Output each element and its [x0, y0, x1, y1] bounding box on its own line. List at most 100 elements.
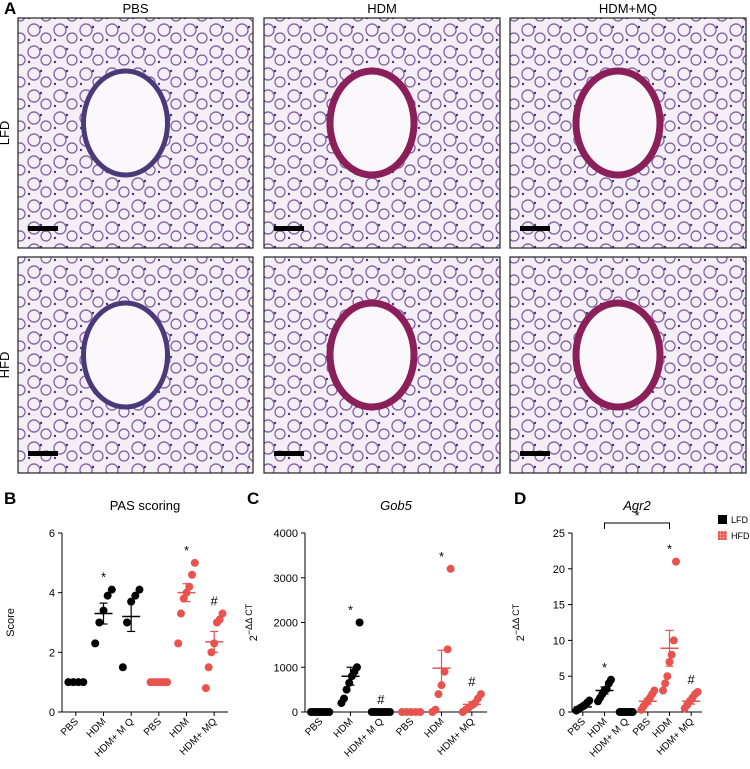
y-tick-label: 25: [553, 528, 565, 540]
panel-label: D: [514, 489, 526, 508]
data-point: [669, 636, 678, 645]
data-point: [107, 585, 116, 594]
y-axis-label: 2−ΔΔ CT: [244, 603, 260, 641]
data-point: [355, 618, 364, 627]
row-label: HFD: [0, 352, 12, 379]
chart-title: Agr2: [622, 498, 651, 513]
data-point: [95, 618, 104, 627]
data-point: [440, 667, 449, 676]
data-point: [434, 690, 443, 699]
data-point: [103, 591, 112, 600]
data-point: [188, 570, 197, 579]
airway: [326, 67, 418, 179]
y-axis-label-exponent: −ΔΔ CT: [244, 603, 254, 635]
annotation: *: [184, 543, 189, 558]
x-tick-label: PBS: [631, 716, 653, 738]
annotation: #: [211, 594, 219, 609]
airway: [326, 299, 418, 411]
y-tick-label: 4000: [274, 528, 298, 540]
panel-label: A: [4, 0, 16, 18]
y-tick-label: 20: [553, 564, 565, 576]
y-axis-label-base: Score: [5, 608, 17, 637]
data-point: [443, 645, 452, 654]
legend-swatch: [718, 515, 727, 524]
y-tick-label: 5: [559, 671, 565, 683]
chart-title: PAS scoring: [110, 498, 181, 513]
y-axis-label-base: 2: [248, 635, 260, 641]
y-tick-label: 3000: [274, 573, 298, 585]
chart-title: Gob5: [380, 498, 413, 513]
data-point: [190, 558, 199, 567]
y-tick-label: 1000: [274, 662, 298, 674]
data-point: [385, 708, 394, 716]
data-point: [135, 585, 144, 594]
y-tick-label: 15: [553, 600, 565, 612]
annotation: *: [101, 570, 106, 585]
data-point: [446, 564, 455, 573]
y-axis-label-base: 2: [515, 635, 527, 641]
panel-label: B: [4, 489, 16, 508]
x-tick-label: PBS: [566, 716, 588, 738]
y-tick-label: 0: [559, 707, 565, 719]
scale-bar: [520, 226, 550, 231]
data-point: [342, 685, 351, 694]
x-tick-label: HDM: [423, 716, 447, 740]
data-point: [693, 687, 702, 696]
data-point: [201, 684, 210, 693]
data-point: [123, 618, 132, 627]
airway: [81, 300, 170, 410]
scale-bar: [28, 226, 58, 231]
bracket: [604, 522, 670, 529]
y-axis-label: 2−ΔΔ CT: [511, 603, 527, 641]
x-tick-label: PBS: [142, 716, 164, 738]
data-point: [672, 557, 680, 566]
data-point: [118, 663, 127, 672]
data-point: [91, 639, 100, 648]
data-point: [218, 609, 227, 618]
y-tick-label: 2: [49, 647, 55, 659]
scale-bar: [520, 451, 550, 456]
y-axis-label: Score: [5, 608, 17, 637]
y-tick-label: 0: [292, 707, 298, 719]
annotation: #: [377, 692, 385, 707]
annotation: *: [602, 660, 607, 675]
column-label: HDM+MQ: [599, 1, 657, 16]
airway: [572, 67, 664, 179]
legend-swatch: [718, 531, 727, 540]
annotation: #: [468, 674, 476, 689]
x-tick-label: PBS: [394, 716, 416, 738]
data-point: [663, 672, 672, 681]
column-label: HDM: [367, 1, 397, 16]
y-tick-label: 2000: [274, 618, 298, 630]
x-tick-label: HDM: [332, 716, 356, 740]
data-point: [650, 686, 659, 695]
y-tick-label: 10: [553, 635, 565, 647]
bracket-label: *: [634, 508, 639, 523]
data-point: [353, 663, 361, 672]
annotation: #: [688, 672, 696, 687]
data-point: [204, 663, 213, 672]
data-point: [431, 705, 440, 714]
data-point: [325, 708, 334, 716]
airway: [572, 299, 664, 411]
data-point: [176, 609, 185, 618]
data-point: [340, 694, 348, 703]
row-label: LFD: [0, 121, 12, 146]
x-tick-label: HDM: [85, 716, 109, 740]
annotation: *: [439, 549, 444, 564]
data-point: [585, 696, 594, 705]
data-point: [179, 594, 188, 603]
data-point: [661, 679, 670, 688]
y-tick-label: 0: [49, 707, 55, 719]
data-point: [174, 639, 183, 648]
y-tick-label: 4: [49, 588, 55, 600]
data-point: [416, 708, 425, 716]
y-tick-label: 6: [49, 528, 55, 540]
legend-label: LFD: [731, 515, 749, 525]
airway: [81, 68, 170, 178]
data-point: [659, 686, 667, 695]
x-tick-label: PBS: [303, 716, 325, 738]
legend-label: HFD: [731, 531, 750, 541]
annotation: *: [667, 542, 672, 557]
